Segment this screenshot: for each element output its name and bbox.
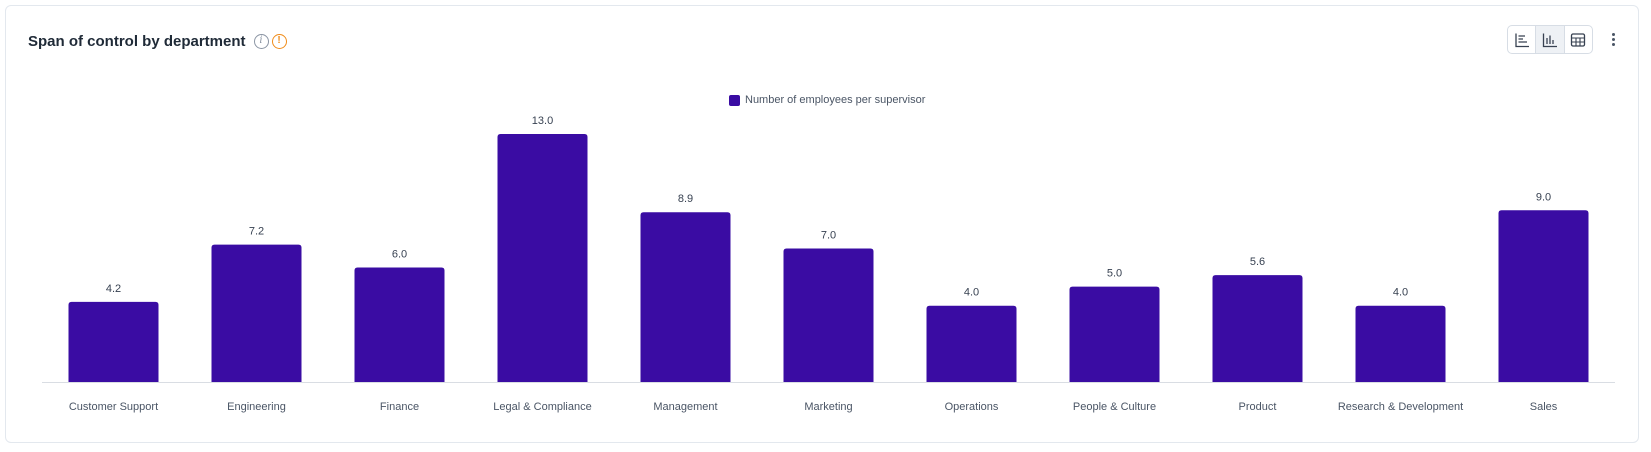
bar[interactable] <box>354 267 445 382</box>
bar-value-label: 5.0 <box>1107 268 1122 280</box>
chart-legend: Number of employees per supervisor <box>729 94 925 106</box>
bar[interactable] <box>497 134 588 382</box>
bar[interactable] <box>1498 210 1589 382</box>
more-options-icon[interactable] <box>1608 29 1618 49</box>
x-tick-label: Sales <box>1530 401 1558 413</box>
bar-value-label: 6.0 <box>392 249 407 261</box>
info-icon[interactable]: i <box>253 33 269 49</box>
table-icon <box>1571 32 1586 47</box>
bar[interactable] <box>1069 286 1160 382</box>
bar-value-label: 8.9 <box>678 193 693 205</box>
bar-value-label: 5.6 <box>1250 256 1265 268</box>
bar[interactable] <box>68 301 159 382</box>
bar-value-label: 4.0 <box>964 287 979 299</box>
card-header: Span of control by department i ! <box>28 30 287 52</box>
bar[interactable] <box>1212 275 1303 382</box>
bar[interactable] <box>211 244 302 382</box>
bar-value-label: 9.0 <box>1536 191 1551 203</box>
bar-value-label: 7.2 <box>249 226 264 238</box>
bar-value-label: 7.0 <box>821 229 836 241</box>
x-tick-label: Management <box>653 401 717 413</box>
legend-label: Number of employees per supervisor <box>745 94 926 106</box>
horizontal-bar-view-button[interactable] <box>1508 26 1537 53</box>
bar[interactable] <box>1355 305 1446 382</box>
bar-value-label: 4.0 <box>1393 287 1408 299</box>
chart-title: Span of control by department <box>28 32 246 50</box>
bar[interactable] <box>783 248 874 382</box>
horizontal-bar-chart-icon <box>1515 33 1529 47</box>
vertical-bar-view-button[interactable] <box>1536 26 1565 53</box>
x-tick-label: Research & Development <box>1338 401 1463 413</box>
x-tick-label: Customer Support <box>69 401 158 413</box>
chart-view-toggle <box>1507 25 1593 54</box>
bar-value-label: 13.0 <box>532 115 553 127</box>
x-tick-label: People & Culture <box>1073 401 1156 413</box>
x-tick-label: Engineering <box>227 401 286 413</box>
vertical-bar-chart-icon <box>1542 33 1557 47</box>
x-tick-label: Operations <box>945 401 999 413</box>
x-tick-label: Marketing <box>804 401 852 413</box>
bar[interactable] <box>640 212 731 382</box>
warning-icon[interactable]: ! <box>271 33 287 49</box>
legend-swatch <box>729 94 740 106</box>
bar[interactable] <box>926 305 1017 382</box>
bar-value-label: 4.2 <box>106 283 121 295</box>
x-tick-label: Finance <box>380 401 419 413</box>
x-tick-label: Product <box>1239 401 1277 413</box>
x-tick-label: Legal & Compliance <box>493 401 591 413</box>
table-view-button[interactable] <box>1565 26 1592 53</box>
